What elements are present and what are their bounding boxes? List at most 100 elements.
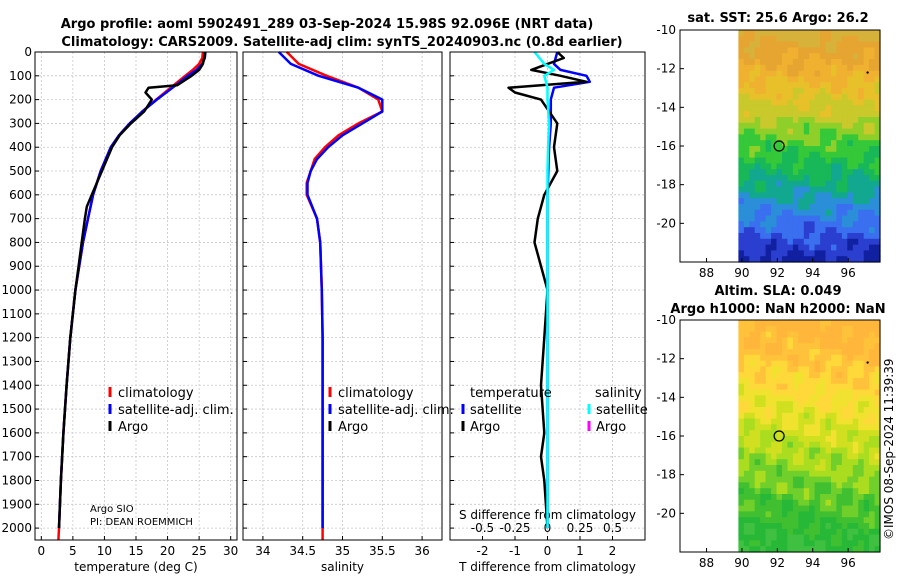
map-cell <box>787 151 794 159</box>
map-cell <box>847 64 854 72</box>
map-cell <box>765 546 772 553</box>
map-cell <box>852 337 859 344</box>
map-cell <box>874 256 881 263</box>
map-cell <box>803 354 810 362</box>
map-cell <box>776 389 783 396</box>
map-cell <box>847 157 854 164</box>
map-cell <box>847 523 854 530</box>
map-cell <box>765 209 772 217</box>
map-cell <box>820 395 827 402</box>
map-cell <box>749 488 756 495</box>
sla-map-title: Altim. SLA: 0.049 <box>715 284 842 299</box>
map-cell <box>749 140 756 147</box>
map-cell <box>738 53 745 60</box>
map-cell <box>760 488 767 495</box>
map-cell <box>852 53 859 60</box>
map-cell <box>831 349 837 356</box>
map-cell <box>792 505 799 512</box>
map-cell <box>831 209 837 217</box>
map-cell <box>787 465 794 472</box>
map-cell <box>798 378 805 385</box>
map-cell <box>847 180 854 188</box>
map-cell <box>776 64 783 72</box>
map-cell <box>858 494 865 501</box>
map-cell <box>743 35 750 43</box>
map-cell <box>803 418 810 425</box>
map-cell <box>798 465 805 472</box>
map-cell <box>776 505 783 512</box>
map-cell <box>738 41 745 48</box>
map-cell <box>771 180 778 188</box>
map-cell <box>749 505 756 512</box>
map-cell <box>825 70 832 77</box>
map-cell <box>771 517 778 524</box>
map-cell <box>776 30 783 37</box>
map-cell <box>798 227 805 234</box>
map-cell <box>858 430 865 437</box>
map-cell <box>782 499 788 507</box>
map-cell <box>836 470 843 478</box>
map-cell <box>825 169 832 176</box>
map-cell <box>738 360 745 367</box>
y-tick-label: 100 <box>9 69 32 83</box>
map-cell <box>738 30 745 37</box>
map-cell <box>803 331 810 338</box>
map-cell <box>841 30 848 37</box>
map-cell <box>782 47 788 54</box>
map-cell <box>776 215 783 222</box>
map-cell <box>869 505 876 512</box>
map-cell <box>738 366 745 373</box>
map-cell <box>743 244 750 251</box>
map-cell <box>874 175 881 182</box>
map-cell <box>863 111 870 118</box>
map-cell <box>863 169 870 176</box>
map-cell <box>738 488 745 495</box>
map-cell <box>869 331 876 338</box>
map-cell <box>765 250 772 257</box>
map-cell <box>841 256 848 263</box>
map-cell <box>814 540 821 547</box>
map-cell <box>825 238 832 246</box>
map-cell <box>820 436 827 443</box>
map-cell <box>803 453 810 460</box>
map-cell <box>743 325 750 333</box>
map-cell <box>782 35 788 43</box>
map-cell <box>809 105 816 112</box>
map-cell <box>787 366 794 373</box>
map-cell <box>869 41 876 48</box>
map-cell <box>869 105 876 112</box>
map-cell <box>874 366 881 373</box>
map-cell <box>847 99 854 106</box>
map-cell <box>814 546 821 553</box>
map-cell <box>792 151 799 159</box>
map-cell <box>743 378 750 385</box>
map-cell <box>863 482 870 489</box>
map-cell <box>749 459 756 466</box>
map-cell <box>869 128 876 135</box>
map-cell <box>754 430 761 437</box>
legend-label: satellite-adj. clim. <box>338 403 454 418</box>
map-cell <box>782 111 788 118</box>
map-cell <box>798 209 805 217</box>
map-cell <box>825 447 832 454</box>
map-cell <box>749 47 756 54</box>
map-cell <box>831 407 837 414</box>
map-cell <box>836 93 843 101</box>
map-cell <box>787 470 794 478</box>
y-tick-label: 300 <box>9 116 32 130</box>
map-cell <box>765 215 772 222</box>
map-cell <box>765 238 772 246</box>
map-cell <box>738 476 745 483</box>
map-cell <box>765 343 772 350</box>
map-cell <box>782 134 788 141</box>
map-cell <box>771 331 778 338</box>
map-cell <box>792 250 799 257</box>
map-cell <box>825 221 832 228</box>
map-cell <box>792 157 799 164</box>
map-cell <box>776 134 783 141</box>
map-cell <box>825 412 832 420</box>
map-cell <box>825 366 832 373</box>
map-cell <box>874 447 881 454</box>
map-cell <box>858 383 865 391</box>
map-cell <box>765 59 772 66</box>
